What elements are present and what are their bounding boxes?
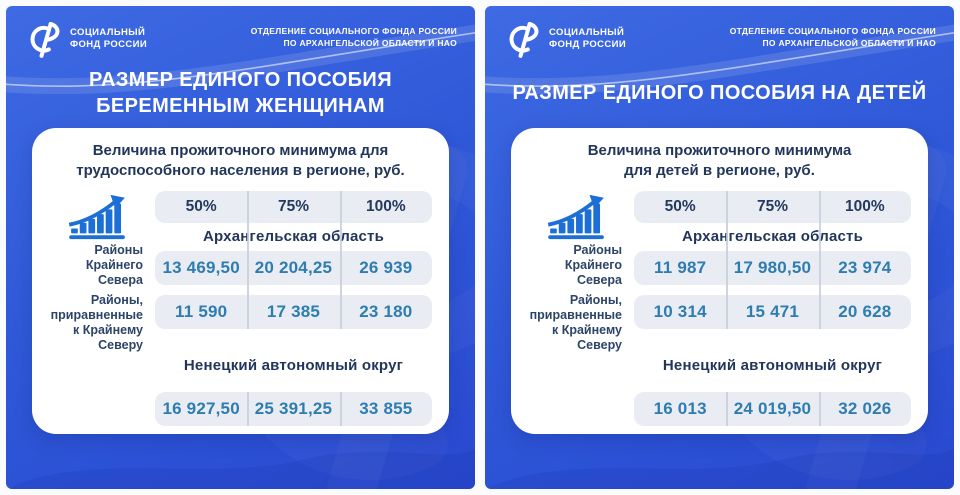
value-cell: 32 026 <box>838 398 892 418</box>
value-row-far-north: 11 987 17 980,50 23 974 <box>634 250 911 285</box>
benefit-card: Величина прожиточного минимума для трудо… <box>32 128 449 434</box>
column-divider <box>247 190 250 329</box>
percent-cell-50: 50% <box>664 197 696 215</box>
column-divider <box>818 190 821 329</box>
brand-name-line2: ФОНД РОССИИ <box>549 39 627 50</box>
panel-title-line1: РАЗМЕР ЕДИНОГО ПОСОБИЯ <box>89 69 392 91</box>
department-name: ОТДЕЛЕНИЕ СОЦИАЛЬНОГО ФОНДА РОССИИ ПО АР… <box>251 26 457 50</box>
growth-chart-icon <box>547 194 604 239</box>
row-label-column: Районы Крайнего Севера Районы, приравнен… <box>49 191 147 429</box>
percent-cell-75: 75% <box>756 197 788 215</box>
department-name: ОТДЕЛЕНИЕ СОЦИАЛЬНОГО ФОНДА РОССИИ ПО АР… <box>730 26 936 50</box>
department-line1: ОТДЕЛЕНИЕ СОЦИАЛЬНОГО ФОНДА РОССИИ <box>729 26 936 36</box>
benefit-table: 50% 75% 100% Архангельская область 13 46… <box>155 190 432 426</box>
value-cell: 20 204,25 <box>254 257 333 277</box>
panel-children-benefit: СОЦИАЛЬНЫЙ ФОНД РОССИИ ОТДЕЛЕНИЕ СОЦИАЛЬ… <box>485 6 954 489</box>
panel-pregnant-women-benefit: СОЦИАЛЬНЫЙ ФОНД РОССИИ ОТДЕЛЕНИЕ СОЦИАЛЬ… <box>6 6 475 489</box>
benefit-table: 50% 75% 100% Архангельская область 11 98… <box>634 190 911 426</box>
value-row-equated-areas: 11 590 17 385 23 180 <box>155 294 432 329</box>
brand-name: СОЦИАЛЬНЫЙ ФОНД РОССИИ <box>549 27 626 51</box>
value-cell: 23 974 <box>838 257 892 277</box>
value-cell: 26 939 <box>359 257 413 277</box>
brand-name-line2: ФОНД РОССИИ <box>70 39 148 50</box>
value-cell: 13 469,50 <box>162 257 240 277</box>
card-subtitle-line1: Величина прожиточного минимума для <box>92 142 389 159</box>
panel-title-line2: БЕРЕМЕННЫМ ЖЕНЩИНАМ <box>96 95 385 117</box>
value-row-nenets: 16 013 24 019,50 32 026 <box>634 391 911 426</box>
department-line2: ПО АРХАНГЕЛЬСКОЙ ОБЛАСТИ И НАО <box>762 37 936 48</box>
row-label-far-north: Районы Крайнего Севера <box>564 242 622 288</box>
value-cell: 24 019,50 <box>733 398 812 418</box>
value-cell: 25 391,25 <box>254 398 333 418</box>
column-divider <box>339 391 342 426</box>
value-cell: 23 180 <box>359 301 413 321</box>
region-title-arkhangelsk: Архангельская область <box>202 227 385 245</box>
column-divider <box>818 391 821 426</box>
percent-cell-100: 100% <box>366 197 406 215</box>
row-label-column: Районы Крайнего Севера Районы, приравнен… <box>528 191 626 429</box>
panel-header: СОЦИАЛЬНЫЙ ФОНД РОССИИ ОТДЕЛЕНИЕ СОЦИАЛЬ… <box>485 6 954 59</box>
value-cell: 16 013 <box>653 398 707 418</box>
value-cell: 11 590 <box>175 301 228 321</box>
panel-title: РАЗМЕР ЕДИНОГО ПОСОБИЯ НА ДЕТЕЙ <box>485 65 954 121</box>
brand-block: СОЦИАЛЬНЫЙ ФОНД РОССИИ <box>501 19 626 59</box>
card-subtitle-line2: для детей в регионе, руб. <box>624 162 815 180</box>
value-row-nenets: 16 927,50 25 391,25 33 855 <box>155 391 432 426</box>
card-body: Районы Крайнего Севера Районы, приравнен… <box>528 190 911 429</box>
card-subtitle: Величина прожиточного минимума для детей… <box>528 141 911 182</box>
row-label-far-north: Районы Крайнего Севера <box>85 242 143 288</box>
growth-chart-icon <box>68 194 125 239</box>
sfr-logo-icon <box>509 22 539 58</box>
percent-cell-100: 100% <box>845 197 885 215</box>
column-divider <box>247 391 250 426</box>
sfr-logo-icon <box>30 22 60 58</box>
row-label-equated-areas: Районы, приравненные к Крайнему Северу <box>50 292 143 353</box>
brand-block: СОЦИАЛЬНЫЙ ФОНД РОССИИ <box>22 19 147 59</box>
brand-name-line1: СОЦИАЛЬНЫЙ <box>70 27 146 39</box>
region-title-nenets: Ненецкий автономный округ <box>662 356 883 374</box>
panel-header: СОЦИАЛЬНЫЙ ФОНД РОССИИ ОТДЕЛЕНИЕ СОЦИАЛЬ… <box>6 6 475 59</box>
brand-name: СОЦИАЛЬНЫЙ ФОНД РОССИИ <box>70 27 147 51</box>
row-label-equated-areas: Районы, приравненные к Крайнему Северу <box>529 292 622 353</box>
value-cell: 17 385 <box>266 301 321 321</box>
column-divider <box>339 190 342 329</box>
column-divider <box>726 190 729 329</box>
card-subtitle: Величина прожиточного минимума для трудо… <box>49 141 432 182</box>
percent-cell-75: 75% <box>277 197 309 215</box>
percent-header-row: 50% 75% 100% <box>155 190 432 223</box>
department-line1: ОТДЕЛЕНИЕ СОЦИАЛЬНОГО ФОНДА РОССИИ <box>250 26 457 36</box>
panel-title: РАЗМЕР ЕДИНОГО ПОСОБИЯ БЕРЕМЕННЫМ ЖЕНЩИН… <box>6 65 475 121</box>
value-cell: 10 314 <box>653 301 707 321</box>
column-divider <box>726 391 729 426</box>
percent-header-row: 50% 75% 100% <box>634 190 911 223</box>
arkhangelsk-block: 50% 75% 100% Архангельская область 11 98… <box>634 190 911 329</box>
value-cell: 33 855 <box>359 398 413 418</box>
card-subtitle-line2: трудоспособного населения в регионе, руб… <box>76 162 405 180</box>
value-cell: 17 980,50 <box>733 257 812 277</box>
department-line2: ПО АРХАНГЕЛЬСКОЙ ОБЛАСТИ И НАО <box>283 37 457 48</box>
value-cell: 20 628 <box>838 301 892 321</box>
benefit-card: Величина прожиточного минимума для детей… <box>511 128 928 434</box>
card-body: Районы Крайнего Севера Районы, приравнен… <box>49 190 432 429</box>
arkhangelsk-block: 50% 75% 100% Архангельская область 13 46… <box>155 190 432 329</box>
brand-name-line1: СОЦИАЛЬНЫЙ <box>549 27 625 39</box>
value-row-far-north: 13 469,50 20 204,25 26 939 <box>155 250 432 285</box>
value-row-equated-areas: 10 314 15 471 20 628 <box>634 294 911 329</box>
value-cell: 15 471 <box>745 301 800 321</box>
region-title-arkhangelsk: Архангельская область <box>681 227 864 245</box>
card-subtitle-line1: Величина прожиточного минимума <box>587 142 852 159</box>
value-cell: 16 927,50 <box>162 398 240 418</box>
value-cell: 11 987 <box>654 257 707 277</box>
region-title-nenets: Ненецкий автономный округ <box>183 356 404 374</box>
panel-title-line1: РАЗМЕР ЕДИНОГО ПОСОБИЯ НА ДЕТЕЙ <box>512 82 927 104</box>
percent-cell-50: 50% <box>185 197 217 215</box>
